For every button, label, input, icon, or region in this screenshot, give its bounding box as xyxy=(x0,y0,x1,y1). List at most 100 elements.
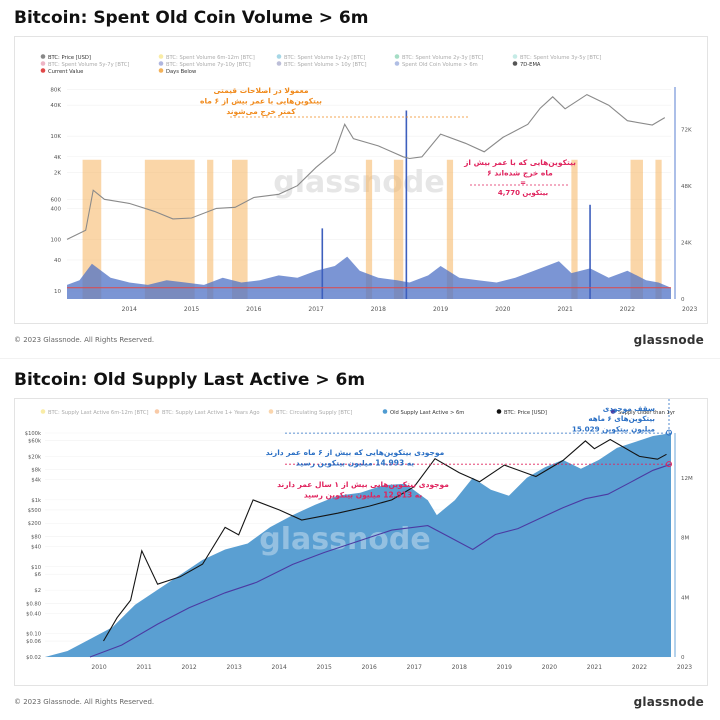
chart1-watermark: glassnode xyxy=(273,165,445,200)
chart1-days-below-band-0 xyxy=(82,159,102,299)
chart1-legend-r3-swatch-1 xyxy=(158,68,164,73)
chart1-legend-r1-label-1: BTC: Spent Volume 6m-12m [BTC] xyxy=(166,55,255,61)
chart1-title: Bitcoin: Spent Old Coin Volume > 6m xyxy=(14,8,369,28)
chart2-ytick-left-8: $80 xyxy=(31,535,41,541)
chart1-ytick-left-1: 40K xyxy=(50,103,61,109)
chart2-svg[interactable]: BTC: Supply Last Active 6m-12m [BTC] BTC:… xyxy=(15,399,707,685)
chart1-xtick-4: 2018 xyxy=(371,306,386,313)
chart1-legend-r3-label-0: Current Value xyxy=(48,69,83,75)
chart2-ytick-left-1: $60k xyxy=(28,438,41,444)
chart2-legend-label-5: Supply Older than 1yr xyxy=(618,410,676,416)
chart1-ytick-left-8: 40 xyxy=(54,258,61,264)
chart2-ytick-left-7: $200 xyxy=(28,521,41,527)
chart1-xtick-0: 2014 xyxy=(122,306,137,313)
chart2-xtick-3: 2013 xyxy=(227,664,242,671)
chart2-xtick-10: 2020 xyxy=(542,664,557,671)
chart2-ytick-right-3: 0 xyxy=(681,655,685,661)
chart1-legend-r3-swatch-0 xyxy=(40,68,46,73)
chart2-legend-label-0: BTC: Supply Last Active 6m-12m [BTC] xyxy=(48,410,149,416)
panel-separator xyxy=(0,358,720,359)
chart1-ytick-left-9: 10 xyxy=(54,289,61,295)
chart2-ytick-right-1: 8M xyxy=(681,536,689,542)
chart2-legend-label-3: Old Supply Last Active > 6m xyxy=(390,410,464,416)
chart2-ytick-left-5: $1k xyxy=(31,498,41,504)
chart2-brand-logo: glassnode xyxy=(633,695,704,709)
chart1-annotation-value-line-1: 4,770 بیتکوین xyxy=(498,189,549,197)
chart2-legend-swatch-1 xyxy=(154,409,160,414)
chart2-ytick-left-12: $2 xyxy=(34,588,41,594)
chart1-xtick-1: 2015 xyxy=(184,306,199,313)
chart2-legend-swatch-4 xyxy=(496,409,502,414)
chart1-legend-r2-label-1: BTC: Spent Volume 7y-10y [BTC] xyxy=(166,62,251,68)
chart1-legend-r2-label-2: BTC: Spent Volume > 10y [BTC] xyxy=(284,62,367,68)
chart1-legend-r2-swatch-2 xyxy=(276,61,282,66)
chart1-ytick-right-2: 24K xyxy=(681,240,692,246)
chart2-ytick-left-6: $500 xyxy=(28,508,41,514)
chart1-legend-r2-swatch-4 xyxy=(512,61,518,66)
chart2-xtick-5: 2015 xyxy=(317,664,332,671)
chart2-ytick-left-10: $10 xyxy=(31,565,41,571)
chart2-ytick-left-17: $0.02 xyxy=(26,655,41,661)
chart1-days-below-band-3 xyxy=(232,159,248,299)
chart1-legend-r1-label-4: BTC: Spent Volume 3y-5y [BTC] xyxy=(520,55,601,61)
chart2-ytick-left-2: $20k xyxy=(28,454,41,460)
chart2-ytick-right-0: 12M xyxy=(681,476,693,482)
chart1-legend-r1-label-2: BTC: Spent Volume 1y-2y [BTC] xyxy=(284,55,365,61)
chart1-legend-r1-swatch-2 xyxy=(276,54,282,59)
chart2-ytick-right-2: 4M xyxy=(681,595,689,601)
chart1-legend-r2-swatch-0 xyxy=(40,61,46,66)
chart1-ytick-right-3: 0 xyxy=(681,297,685,303)
chart1-ytick-left-3: 4K xyxy=(54,155,61,161)
chart2-annotation-6m-line-0: موجودی بیتکوین‌هایی که بیش از ۶ ماه عمر … xyxy=(266,448,445,457)
chart1-ytick-right-0: 72K xyxy=(681,127,692,133)
chart1-days-below-band-8 xyxy=(630,159,643,299)
chart1-days-below-band-4 xyxy=(365,159,373,299)
chart2-annotation-ath-line-0: سقف موجودی xyxy=(603,404,655,413)
chart1-annotation-value-line-0: = xyxy=(520,179,526,187)
chart1-legend-r1-label-3: BTC: Spent Volume 2y-3y [BTC] xyxy=(402,55,483,61)
chart2-xtick-2: 2012 xyxy=(181,664,196,671)
spent-old-coin-panel: Bitcoin: Spent Old Coin Volume > 6m BTC:… xyxy=(0,0,720,356)
chart2-ytick-left-15: $0.10 xyxy=(26,632,41,638)
chart1-xtick-6: 2020 xyxy=(495,306,510,313)
chart2-xtick-9: 2019 xyxy=(497,664,512,671)
chart1-xtick-8: 2022 xyxy=(620,306,635,313)
chart2-ytick-left-9: $40 xyxy=(31,545,41,551)
chart2-xtick-12: 2022 xyxy=(632,664,647,671)
chart1-ytick-left-5: 600 xyxy=(51,197,62,203)
chart2-annotation-ath-line-2: 15.029 میلیون بیتکوین xyxy=(572,424,655,433)
chart2-xtick-11: 2021 xyxy=(587,664,602,671)
chart1-price-line xyxy=(66,93,666,240)
old-supply-panel: Bitcoin: Old Supply Last Active > 6m BTC… xyxy=(0,362,720,720)
chart2-old-supply-area xyxy=(45,433,671,657)
chart1-xtick-9: 2023 xyxy=(682,306,697,313)
chart1-xtick-5: 2019 xyxy=(433,306,448,313)
chart2-ytick-left-13: $0.80 xyxy=(26,601,41,607)
chart1-annotation-orange-line-2: کمتر خرج می‌شوند xyxy=(226,107,296,116)
chart1-ytick-right-1: 48K xyxy=(681,184,692,190)
chart1-legend-r3-label-1: Days Below xyxy=(166,69,197,75)
chart2-xtick-4: 2014 xyxy=(272,664,287,671)
chart2-copyright: © 2023 Glassnode. All Rights Reserved. xyxy=(14,698,155,706)
chart1-xtick-2: 2016 xyxy=(246,306,261,313)
chart1-ytick-left-6: 400 xyxy=(51,206,62,212)
chart2-legend-swatch-3 xyxy=(382,409,388,414)
chart1-ytick-left-7: 100 xyxy=(51,237,62,243)
chart2-marker-ath xyxy=(666,429,672,436)
chart1-spent-volume-area xyxy=(67,256,671,299)
chart1-legend-r1-label-0: BTC: Price [USD] xyxy=(48,55,91,61)
chart1-days-below-band-2 xyxy=(207,159,214,299)
chart2-marker-1y xyxy=(666,461,672,468)
chart1-frame: BTC: Price [USD] BTC: Spent Volume 6m-12m… xyxy=(14,36,708,324)
chart1-svg[interactable]: BTC: Price [USD] BTC: Spent Volume 6m-12m… xyxy=(15,37,707,323)
chart1-ytick-left-4: 2K xyxy=(54,170,61,176)
chart1-days-below-band-1 xyxy=(144,159,195,299)
chart1-copyright: © 2023 Glassnode. All Rights Reserved. xyxy=(14,336,155,344)
chart1-days-below-band-5 xyxy=(393,159,404,299)
chart1-annotation-orange-line-1: بیتکوین‌هایی با عمر بیش از ۶ ماه xyxy=(200,97,322,106)
chart1-legend-r2-label-0: BTC: Spent Volume 5y-7y [BTC] xyxy=(48,62,129,68)
chart2-ytick-left-16: $0.06 xyxy=(26,639,41,645)
chart2-watermark: glassnode xyxy=(259,522,431,557)
chart1-annotation-pink-line-1: ۶ ماه خرج شده‌اند xyxy=(487,169,553,178)
chart2-annotation-1y-line-0: موجودی بیتکوین‌هایی بیش از ۱ سال عمر دار… xyxy=(277,480,449,489)
